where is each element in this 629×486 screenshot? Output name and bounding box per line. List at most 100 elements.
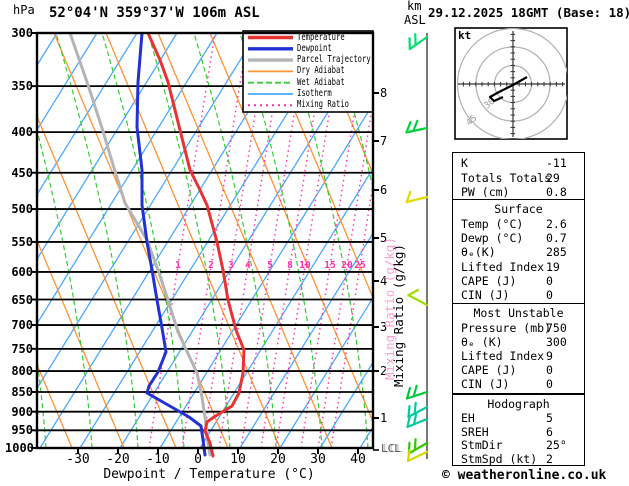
wind-barb-stem xyxy=(405,390,429,400)
wind-barb xyxy=(406,412,429,428)
legend-item-label: Mixing Ratio xyxy=(297,99,350,111)
wind-barb-stem xyxy=(408,35,429,51)
wind-barb-feather xyxy=(414,33,417,47)
table-row-value: 0 xyxy=(546,363,553,377)
table-row-label: SREH xyxy=(461,424,489,439)
table-row-value: 0.8 xyxy=(546,185,567,199)
wet-adiabat-line xyxy=(37,128,93,449)
table-row-value: 0.7 xyxy=(546,231,567,246)
wind-barb-feather xyxy=(412,119,419,133)
table-section-most-unstable: Most Unstable Pressure (mb) 750 θₑ (K) 300 Li… xyxy=(452,303,585,394)
mixing-ratio-value-label: 1 xyxy=(175,260,181,271)
wind-barb xyxy=(405,384,429,400)
temperature-tick-label: 40 xyxy=(350,452,366,467)
wind-barb-stem xyxy=(406,417,429,428)
temperature-tick-label: 10 xyxy=(230,452,246,467)
isotherm-line xyxy=(319,361,373,449)
x-axis-label: Dewpoint / Temperature (°C) xyxy=(103,467,315,482)
mixing-ratio-line xyxy=(181,33,249,449)
pressure-tick-label: 300 xyxy=(11,26,33,40)
legend-item-label: Wet Adiabat xyxy=(297,76,345,88)
altitude-tick-label: 1 xyxy=(380,411,388,425)
temperature-tick-label: -30 xyxy=(66,452,90,467)
table-row-value: 0 xyxy=(546,377,553,391)
legend-item-label: Dewpoint xyxy=(297,42,332,54)
wind-barb-feather xyxy=(407,404,411,418)
pressure-tick-label: 450 xyxy=(11,165,33,180)
table-section-title: Most Unstable xyxy=(473,306,564,320)
hodograph-ring xyxy=(456,28,567,139)
hodograph-trace xyxy=(488,76,528,103)
pressure-tick-label: 900 xyxy=(11,404,33,419)
dry-adiabat-line xyxy=(37,238,125,449)
table-row-label: Pressure (mb) xyxy=(461,321,552,335)
temperature-trace xyxy=(146,33,246,458)
station-title: 52°04'N 359°37'W 106m ASL xyxy=(49,5,260,21)
table-row-label: θₑ (K) xyxy=(461,335,503,349)
mixing-ratio-line xyxy=(330,179,373,449)
dry-adiabat-line xyxy=(37,114,177,449)
temperature-tick-label: -10 xyxy=(146,452,170,467)
mixing-ratio-value-label: 20 xyxy=(341,260,353,271)
wind-barb-stem xyxy=(407,441,429,455)
hodograph-unit-label: kt xyxy=(458,29,472,42)
isotherm-line xyxy=(279,296,373,449)
altitude-tick-label: 4 xyxy=(380,274,388,288)
wind-barb-stem xyxy=(405,126,429,134)
table-section-title: Surface xyxy=(494,202,543,216)
table-row-label: Lifted Index xyxy=(461,259,545,274)
wind-barb-feather xyxy=(406,449,411,462)
isotherm-line xyxy=(159,102,373,449)
table-row-label: StmDir xyxy=(461,438,503,452)
legend-item-label: Dry Adiabat xyxy=(297,65,345,77)
mixing-ratio-value-label: 10 xyxy=(299,260,311,271)
table-row-label: Dewp (°C) xyxy=(461,231,524,246)
mixing-ratio-value-label: 4 xyxy=(245,260,251,271)
altitude-tick-label: 5 xyxy=(380,231,388,245)
mixing-ratio-value-label: 3 xyxy=(228,260,234,271)
pressure-tick-label: 350 xyxy=(11,79,33,94)
mixing-ratio-value-label: 5 xyxy=(267,260,273,271)
wind-barb xyxy=(405,190,429,204)
table-row-value: -11 xyxy=(546,156,567,170)
table-row-value: 285 xyxy=(546,245,567,260)
wind-barb-stem xyxy=(407,294,429,307)
table-row-value: 2.6 xyxy=(546,217,567,231)
wind-barb-feather xyxy=(413,401,417,415)
isotherm-line xyxy=(37,33,258,390)
table-row-label: Totals Totals xyxy=(461,170,552,185)
pressure-tick-label: 850 xyxy=(11,384,33,399)
pressure-tick-label: 500 xyxy=(11,202,33,217)
wind-barb-feather xyxy=(407,288,420,297)
pressure-tick-label: 950 xyxy=(11,423,33,438)
isotherm-line xyxy=(239,231,373,449)
table-row-label: CAPE (J) xyxy=(461,363,517,377)
temperature-tick-label: 0 xyxy=(194,452,202,467)
wind-barb-feather xyxy=(412,384,418,398)
table-row-label: θₑ(K) xyxy=(461,245,496,260)
table-row-label: CAPE (J) xyxy=(461,273,517,288)
temperature-tick-label: 20 xyxy=(270,452,286,467)
wind-barb-feather xyxy=(412,412,418,426)
table-row-label: K xyxy=(461,156,468,170)
plot-border xyxy=(35,31,375,450)
mixing-ratio-line xyxy=(148,33,216,449)
table-row-label: PW (cm) xyxy=(461,185,510,199)
pressure-tick-label: 750 xyxy=(11,341,33,356)
sounding-traces xyxy=(68,33,246,458)
wind-barb xyxy=(406,449,429,462)
dry-adiabat-line xyxy=(37,362,73,449)
wind-barb-feather xyxy=(408,37,411,51)
altitude-tick-label: 7 xyxy=(380,134,388,148)
wind-barb xyxy=(407,438,429,455)
wind-barb-stem xyxy=(406,450,429,462)
isotherm-line xyxy=(37,33,178,261)
dry-adiabat-line xyxy=(53,33,229,449)
dewpoint-trace xyxy=(135,33,207,457)
copyright-text: © weatheronline.co.uk xyxy=(442,468,607,483)
table-row-label: Lifted Index xyxy=(461,349,545,363)
wind-barb xyxy=(407,401,429,418)
